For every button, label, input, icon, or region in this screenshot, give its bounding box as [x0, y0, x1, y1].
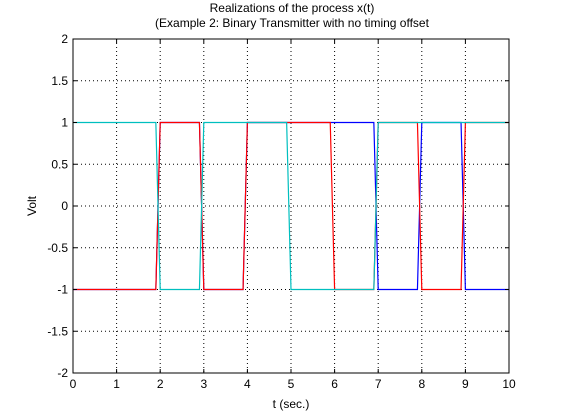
chart-subtitle: (Example 2: Binary Transmitter with no t…: [155, 16, 430, 30]
y-tick-label: -2: [57, 366, 68, 380]
y-tick-label: 1: [61, 116, 68, 130]
y-tick-label: 2: [61, 32, 68, 46]
x-tick-label: 4: [244, 377, 251, 391]
y-tick-label: 1.5: [51, 74, 68, 88]
y-tick-label: 0.5: [51, 157, 68, 171]
chart-title: Realizations of the process x(t): [210, 1, 375, 15]
x-tick-label: 6: [331, 377, 338, 391]
x-tick-label: 3: [200, 377, 207, 391]
x-tick-label: 8: [418, 377, 425, 391]
series-line-3: [73, 121, 509, 291]
y-tick-label: -0.5: [47, 241, 68, 255]
tick-marks: [72, 38, 510, 374]
y-axis-label: Volt: [25, 195, 39, 216]
series-lines: [73, 121, 509, 291]
y-tick-label: 0: [61, 199, 68, 213]
x-tick-label: 9: [462, 377, 469, 391]
x-tick-label: 2: [157, 377, 164, 391]
x-tick-labels: 0 1 2 3 4 5 6 7 8 9 10: [70, 377, 516, 391]
y-tick-label: -1: [57, 283, 68, 297]
y-tick-label: -1.5: [47, 324, 68, 338]
y-tick-labels: -2 -1.5 -1 -0.5 0 0.5 1 1.5 2: [47, 32, 68, 380]
grid: [73, 39, 509, 373]
x-tick-label: 7: [375, 377, 382, 391]
x-tick-label: 1: [113, 377, 120, 391]
series-line-2: [73, 121, 509, 291]
title-block: Realizations of the process x(t) (Exampl…: [155, 1, 430, 30]
x-tick-label: 10: [502, 377, 516, 391]
plot-area-frame: [72, 38, 510, 374]
x-axis-label: t (sec.): [273, 397, 310, 411]
x-tick-label: 0: [70, 377, 77, 391]
x-tick-label: 5: [288, 377, 295, 391]
